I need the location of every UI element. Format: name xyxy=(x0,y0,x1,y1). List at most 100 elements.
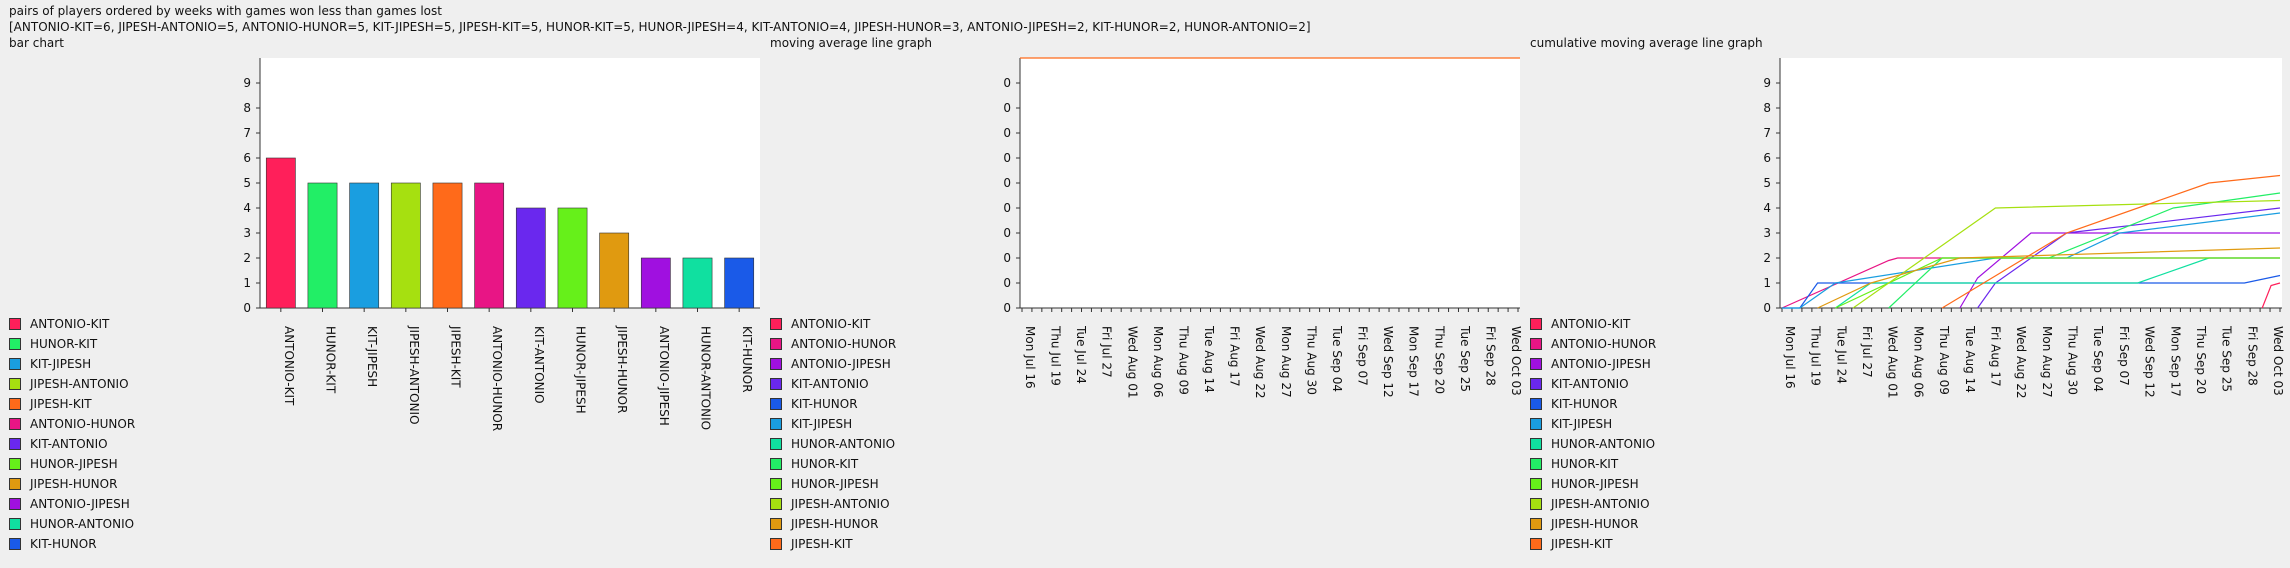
legend-swatch xyxy=(1530,538,1542,550)
cumulative-chart-title: cumulative moving average line graph xyxy=(1530,36,1763,50)
bar-chart-y-tick-label: 5 xyxy=(243,176,251,190)
legend-label: HUNOR-ANTONIO xyxy=(30,517,135,531)
moving-average-date-label: Fri Jul 27 xyxy=(1100,326,1114,378)
bar-chart-y-tick-label: 7 xyxy=(243,126,251,140)
cumulative-plot-area xyxy=(1780,58,2282,308)
legend-item-kit-jipesh: KIT-JIPESH xyxy=(770,414,896,434)
legend-label: KIT-ANTONIO xyxy=(1551,377,1629,391)
cumulative-date-label: Wed Sep 12 xyxy=(2143,326,2157,398)
cumulative-y-tick-label: 6 xyxy=(1763,151,1771,165)
bar-chart-x-label: HUNOR-JIPESH xyxy=(574,326,588,414)
cumulative-line-hunor-jipesh xyxy=(1835,257,2280,309)
legend-swatch xyxy=(9,398,21,410)
bar-chart-x-label: ANTONIO-KIT xyxy=(282,326,296,406)
legend-label: HUNOR-JIPESH xyxy=(791,477,879,491)
bar-kit-jipesh xyxy=(349,182,380,309)
cumulative-y-tick-label: 0 xyxy=(1763,301,1771,315)
legend-swatch xyxy=(770,438,782,450)
legend-label: ANTONIO-KIT xyxy=(791,317,871,331)
legend-label: KIT-JIPESH xyxy=(30,357,92,371)
legend-item-kit-jipesh: KIT-JIPESH xyxy=(9,354,135,374)
legend-item-antonio-hunor: ANTONIO-HUNOR xyxy=(1530,334,1656,354)
cumulative-date-label: Tue Sep 04 xyxy=(2091,325,2105,392)
legend-swatch xyxy=(770,478,782,490)
legend-label: ANTONIO-JIPESH xyxy=(791,357,891,371)
legend-item-jipesh-hunor: JIPESH-HUNOR xyxy=(770,514,896,534)
legend-swatch xyxy=(770,498,782,510)
legend-swatch xyxy=(1530,358,1542,370)
moving-average-y-tick-label: 0 xyxy=(1003,101,1011,115)
bar-chart-y-tick-label: 9 xyxy=(243,76,251,90)
bar-chart-y-tick-label: 6 xyxy=(243,151,251,165)
legend-item-jipesh-kit: JIPESH-KIT xyxy=(9,394,135,414)
bar-chart-x-label: JIPESH-ANTONIO xyxy=(407,325,421,425)
legend-label: KIT-ANTONIO xyxy=(791,377,869,391)
cumulative-date-label: Tue Jul 24 xyxy=(1834,325,1848,384)
legend-swatch xyxy=(9,478,21,490)
cumulative-date-label: Mon Aug 06 xyxy=(1911,326,1925,398)
cumulative-line-jipesh-kit xyxy=(1941,174,2281,309)
bar-chart-plot-area xyxy=(260,58,760,308)
legend-swatch xyxy=(1530,438,1542,450)
legend-item-jipesh-kit: JIPESH-KIT xyxy=(1530,534,1656,554)
legend-item-kit-antonio: KIT-ANTONIO xyxy=(770,374,896,394)
bar-chart-y-tick-label: 3 xyxy=(243,226,251,240)
legend-item-hunor-antonio: HUNOR-ANTONIO xyxy=(9,514,135,534)
bar-chart-x-label: JIPESH-HUNOR xyxy=(615,325,629,413)
cumulative-date-label: Fri Sep 28 xyxy=(2245,326,2259,386)
cumulative-y-tick-label: 1 xyxy=(1763,276,1771,290)
legend-item-kit-antonio: KIT-ANTONIO xyxy=(1530,374,1656,394)
cumulative-date-label: Thu Aug 30 xyxy=(2066,325,2080,395)
legend-item-hunor-jipesh: HUNOR-JIPESH xyxy=(770,474,896,494)
bar-kit-antonio xyxy=(515,207,546,309)
legend-label: ANTONIO-JIPESH xyxy=(30,497,130,511)
legend-swatch xyxy=(1530,498,1542,510)
legend-item-hunor-kit: HUNOR-KIT xyxy=(1530,454,1656,474)
legend-label: JIPESH-KIT xyxy=(791,537,853,551)
page-title: pairs of players ordered by weeks with g… xyxy=(9,4,442,18)
moving-average-y-tick-label: 0 xyxy=(1003,301,1011,315)
pairs-summary: [ANTONIO-KIT=6, JIPESH-ANTONIO=5, ANTONI… xyxy=(9,20,1311,34)
cumulative-date-label: Thu Aug 09 xyxy=(1937,325,1951,395)
legend-swatch xyxy=(9,378,21,390)
moving-average-y-tick-label: 0 xyxy=(1003,201,1011,215)
cumulative-y-tick-label: 5 xyxy=(1763,176,1771,190)
cumulative-date-label: Wed Oct 03 xyxy=(2271,326,2285,396)
bar-chart-x-label: KIT-HUNOR xyxy=(740,326,754,393)
cumulative-y-tick-label: 2 xyxy=(1763,251,1771,265)
legend-item-antonio-kit: ANTONIO-KIT xyxy=(770,314,896,334)
bar-chart-y-tick-label: 8 xyxy=(243,101,251,115)
legend-item-hunor-kit: HUNOR-KIT xyxy=(770,454,896,474)
legend-label: KIT-HUNOR xyxy=(30,537,97,551)
legend-swatch xyxy=(1530,458,1542,470)
legend-label: JIPESH-ANTONIO xyxy=(791,497,890,511)
moving-average-date-label: Tue Aug 14 xyxy=(1202,325,1216,393)
cumulative-date-label: Mon Jul 16 xyxy=(1783,326,1797,389)
bar-chart-x-label: KIT-ANTONIO xyxy=(532,326,546,404)
moving-average-y-tick-label: 0 xyxy=(1003,251,1011,265)
legend-swatch xyxy=(1530,318,1542,330)
legend-swatch xyxy=(770,458,782,470)
legend-label: KIT-ANTONIO xyxy=(30,437,108,451)
legend-item-hunor-jipesh: HUNOR-JIPESH xyxy=(9,454,135,474)
legend-swatch xyxy=(770,318,782,330)
moving-average-date-label: Thu Sep 20 xyxy=(1432,325,1446,394)
cumulative-date-label: Fri Aug 17 xyxy=(1988,326,2002,387)
legend-label: JIPESH-HUNOR xyxy=(791,517,879,531)
legend-label: JIPESH-ANTONIO xyxy=(1551,497,1650,511)
bar-antonio-hunor xyxy=(474,182,505,309)
legend-swatch xyxy=(9,418,21,430)
legend-swatch xyxy=(1530,338,1542,350)
legend-label: HUNOR-ANTONIO xyxy=(1551,437,1656,451)
cumulative-line-jipesh-hunor xyxy=(1817,247,2281,309)
moving-average-plot-area xyxy=(1020,58,1520,308)
cumulative-legend: ANTONIO-KIT ANTONIO-HUNOR ANTONIO-JIPESH KI… xyxy=(1530,314,1656,554)
bar-chart-y-tick-label: 1 xyxy=(243,276,251,290)
legend-item-jipesh-kit: JIPESH-KIT xyxy=(770,534,896,554)
legend-item-kit-hunor: KIT-HUNOR xyxy=(770,394,896,414)
moving-average-date-label: Thu Jul 19 xyxy=(1049,325,1063,386)
cumulative-date-label: Mon Sep 17 xyxy=(2168,326,2182,397)
bar-kit-hunor xyxy=(724,257,755,309)
legend-label: KIT-HUNOR xyxy=(791,397,858,411)
legend-label: ANTONIO-HUNOR xyxy=(1551,337,1657,351)
